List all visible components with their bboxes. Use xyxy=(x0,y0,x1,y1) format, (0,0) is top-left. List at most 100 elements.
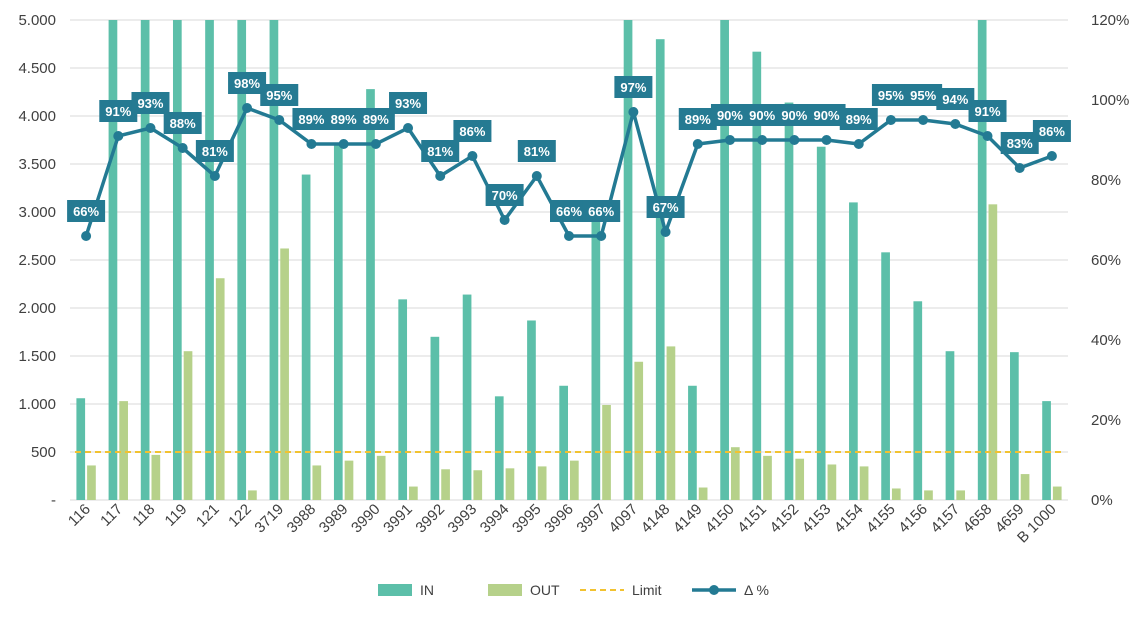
x-tick-label: 4658 xyxy=(960,501,996,537)
data-label: 97% xyxy=(620,80,646,95)
bar-out xyxy=(1020,474,1030,500)
data-label-box xyxy=(356,108,395,130)
x-tick-label: 3994 xyxy=(477,501,513,537)
y-tick-label: 4.000 xyxy=(18,108,56,125)
bar-out xyxy=(859,466,869,500)
y-tick-label: 2.000 xyxy=(18,300,56,317)
data-label: 66% xyxy=(588,204,614,219)
x-tick-label: 4148 xyxy=(638,501,674,537)
delta-point xyxy=(306,139,317,149)
delta-point xyxy=(531,171,542,181)
x-tick-label: 3988 xyxy=(284,501,320,537)
data-label: 94% xyxy=(942,92,968,107)
delta-point xyxy=(242,103,253,113)
y-tick-label: 3.000 xyxy=(18,204,56,221)
data-label: 90% xyxy=(814,108,840,123)
x-tick-label: 122 xyxy=(225,501,255,531)
data-label: 89% xyxy=(331,112,357,127)
data-label: 95% xyxy=(910,88,936,103)
bar-in xyxy=(655,39,665,500)
x-tick-label: 116 xyxy=(65,501,94,530)
legend-marker-delta xyxy=(709,585,719,595)
delta-point xyxy=(177,143,188,153)
delta-point xyxy=(435,171,446,181)
bar-out xyxy=(730,447,740,500)
data-label-box xyxy=(904,84,943,106)
delta-point xyxy=(403,123,414,133)
bar-in xyxy=(849,202,858,500)
x-tick-label: 118 xyxy=(129,501,158,530)
data-label-box xyxy=(67,200,106,222)
data-label: 93% xyxy=(137,96,163,111)
delta-point xyxy=(467,151,478,161)
data-label: 89% xyxy=(685,112,711,127)
data-label: 90% xyxy=(781,108,807,123)
bar-in xyxy=(1010,352,1019,500)
x-tick-label: 119 xyxy=(162,501,191,530)
bar-out xyxy=(827,464,837,500)
bar-in xyxy=(527,320,536,500)
bar-out xyxy=(956,490,966,500)
data-label-box xyxy=(936,88,975,110)
x-tick-label: 3997 xyxy=(573,501,609,537)
bar-in xyxy=(462,294,472,500)
bar-out xyxy=(119,401,128,500)
bar-in xyxy=(977,20,987,500)
delta-point xyxy=(596,231,607,241)
x-tick-label: 4156 xyxy=(895,501,931,537)
bar-in xyxy=(269,20,279,500)
bar-out xyxy=(215,278,225,500)
bar-out xyxy=(666,346,676,500)
data-label-box xyxy=(421,140,460,162)
bar-in xyxy=(108,20,118,500)
delta-point xyxy=(338,139,349,149)
legend: IN OUT Limit Δ % xyxy=(378,582,769,598)
bar-out xyxy=(441,469,450,500)
data-label: 95% xyxy=(266,88,292,103)
data-label: 91% xyxy=(975,104,1001,119)
data-label-box xyxy=(614,76,653,98)
bar-in xyxy=(623,20,633,500)
data-label: 98% xyxy=(234,76,260,91)
legend-swatch-in xyxy=(378,584,412,596)
bar-in xyxy=(559,385,568,500)
bar-out xyxy=(891,488,901,500)
delta-point xyxy=(145,123,156,133)
y-tick-label: - xyxy=(51,492,56,509)
data-label: 93% xyxy=(395,96,421,111)
y-tick-label: 3.500 xyxy=(18,156,56,173)
data-label-box xyxy=(871,84,910,106)
bar-out xyxy=(988,204,998,500)
data-label-box xyxy=(1032,120,1071,142)
delta-point xyxy=(724,135,735,145)
x-tick-label: 3991 xyxy=(380,501,416,537)
bar-out xyxy=(795,458,805,500)
data-label-box xyxy=(1000,132,1039,154)
data-label-box xyxy=(131,92,170,114)
data-label-box xyxy=(968,100,1007,122)
y-tick-label: 500 xyxy=(31,444,56,461)
y-tick-label: 4.500 xyxy=(18,60,56,77)
data-label: 90% xyxy=(749,108,775,123)
bar-in xyxy=(752,51,762,501)
x-tick-label: 3990 xyxy=(348,501,384,537)
data-label: 66% xyxy=(73,204,99,219)
bars xyxy=(76,20,1062,501)
data-label: 89% xyxy=(846,112,872,127)
bar-out xyxy=(505,468,515,500)
data-label-box xyxy=(517,140,556,162)
y-tick-label: 1.000 xyxy=(18,396,56,413)
delta-point xyxy=(113,131,124,141)
bar-out xyxy=(312,465,322,500)
bar-in xyxy=(816,146,826,500)
bar-out xyxy=(570,460,579,500)
x-tick-label: 4154 xyxy=(831,501,867,537)
data-label: 86% xyxy=(1039,124,1065,139)
data-label: 70% xyxy=(492,188,518,203)
data-label-box xyxy=(678,108,717,130)
legend-label-in: IN xyxy=(420,582,434,598)
x-tick-label: 4153 xyxy=(799,501,835,537)
bar-out xyxy=(698,487,708,500)
bar-in xyxy=(591,216,601,501)
